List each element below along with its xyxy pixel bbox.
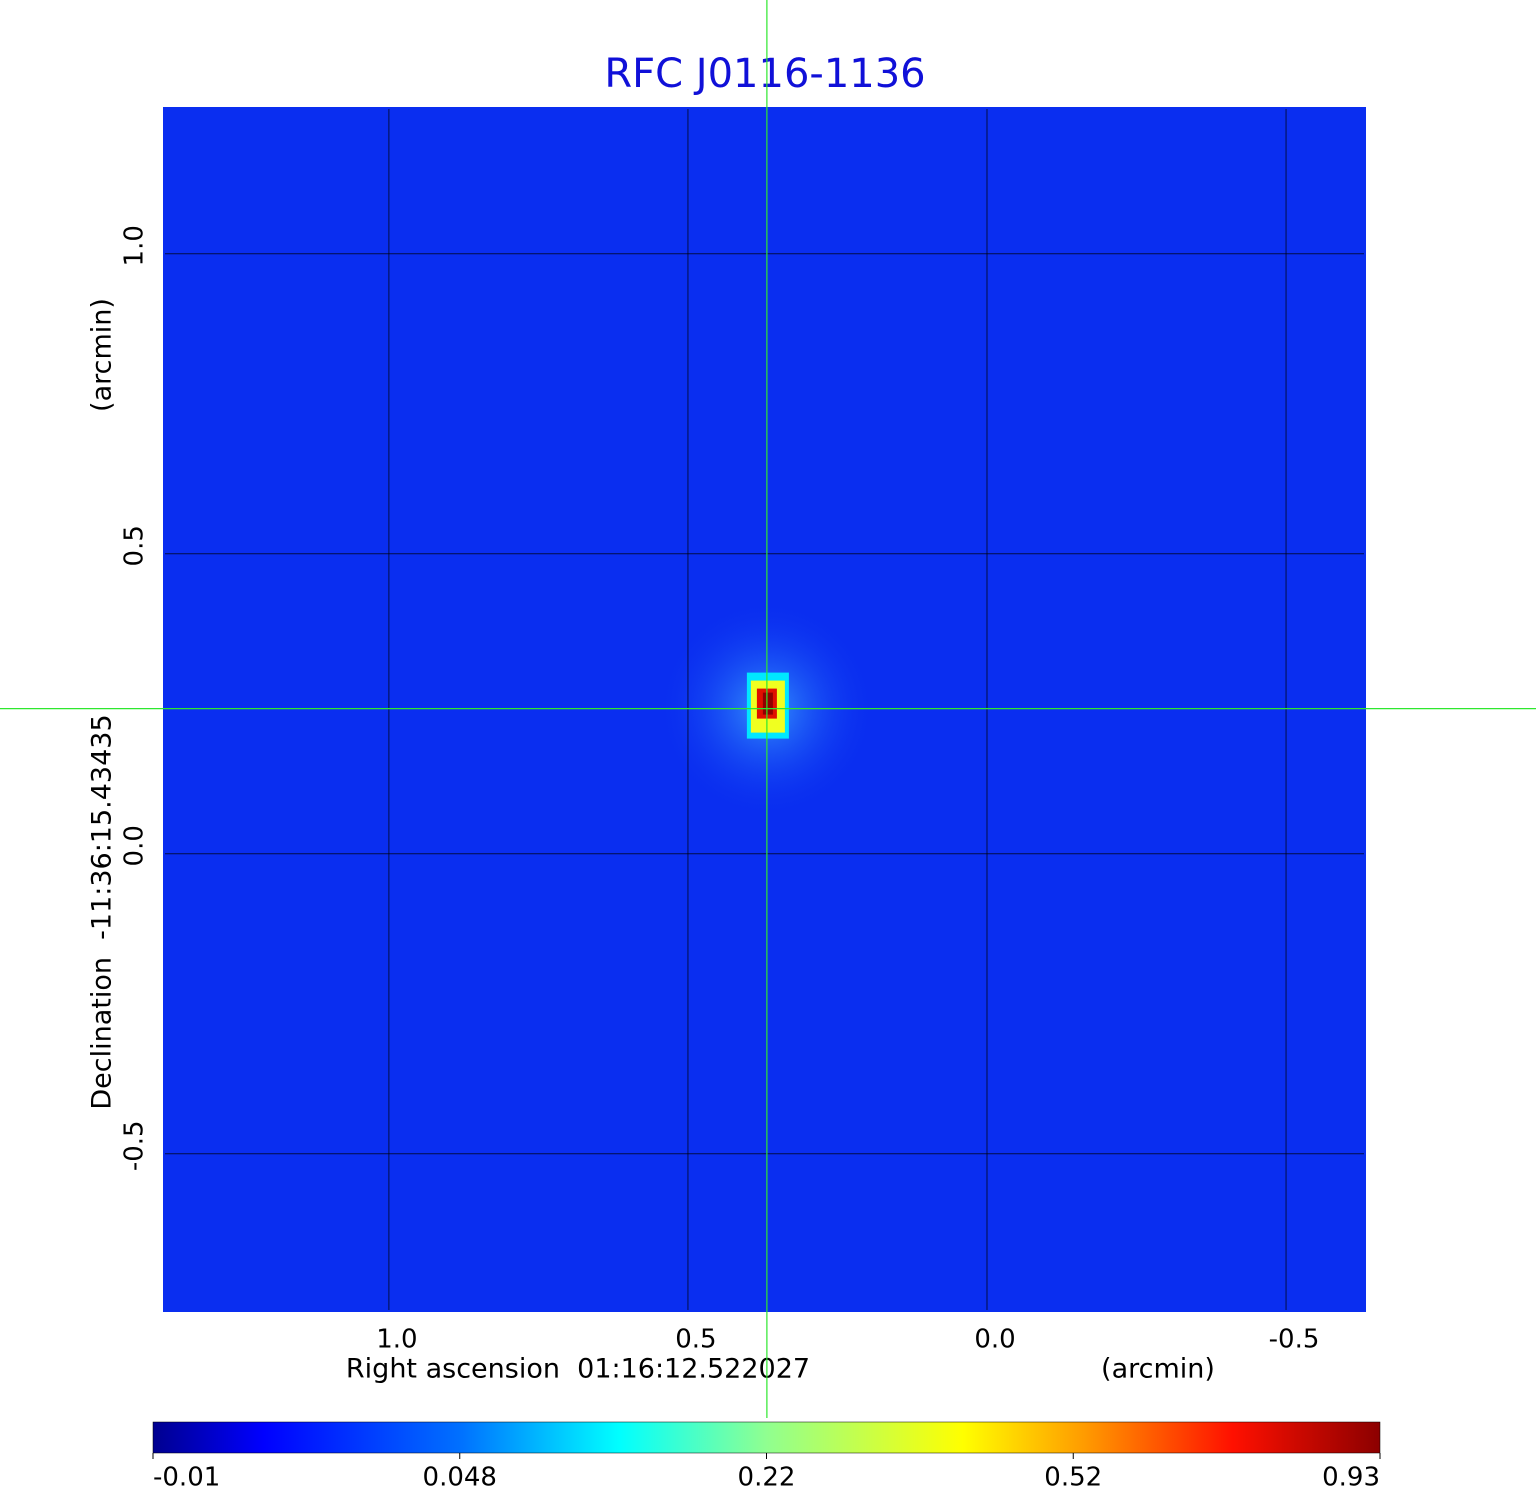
colorbar-tick-label: 0.22 bbox=[738, 1463, 796, 1493]
plot-frame bbox=[163, 107, 1366, 1312]
colorbar-tick-label: 0.93 bbox=[1322, 1463, 1380, 1493]
y-axis-unit: (arcmin) bbox=[87, 298, 118, 412]
x-tick-label: 1.0 bbox=[376, 1325, 417, 1355]
x-axis-label: Right ascension 01:16:12.522027 bbox=[346, 1354, 810, 1385]
y-tick-label: 0.5 bbox=[120, 525, 150, 566]
x-tick-label: -0.5 bbox=[1269, 1325, 1320, 1355]
colorbar-tick-label: 0.52 bbox=[1044, 1463, 1102, 1493]
colorbar-tick-label: -0.01 bbox=[153, 1463, 220, 1493]
colorbar bbox=[152, 1421, 1381, 1454]
x-tick-label: 0.0 bbox=[974, 1325, 1015, 1355]
y-tick-label: 0.0 bbox=[120, 825, 150, 866]
source-core bbox=[762, 692, 773, 715]
chart-title: RFC J0116-1136 bbox=[604, 51, 925, 97]
x-tick-label: 0.5 bbox=[675, 1325, 716, 1355]
y-tick-label: 1.0 bbox=[120, 225, 150, 266]
x-axis-unit: (arcmin) bbox=[1101, 1354, 1215, 1385]
y-tick-label: -0.5 bbox=[120, 1120, 150, 1171]
colorbar-tick-label: 0.048 bbox=[423, 1463, 497, 1493]
y-axis-label: Declination -11:36:15.43435 bbox=[87, 714, 118, 1109]
